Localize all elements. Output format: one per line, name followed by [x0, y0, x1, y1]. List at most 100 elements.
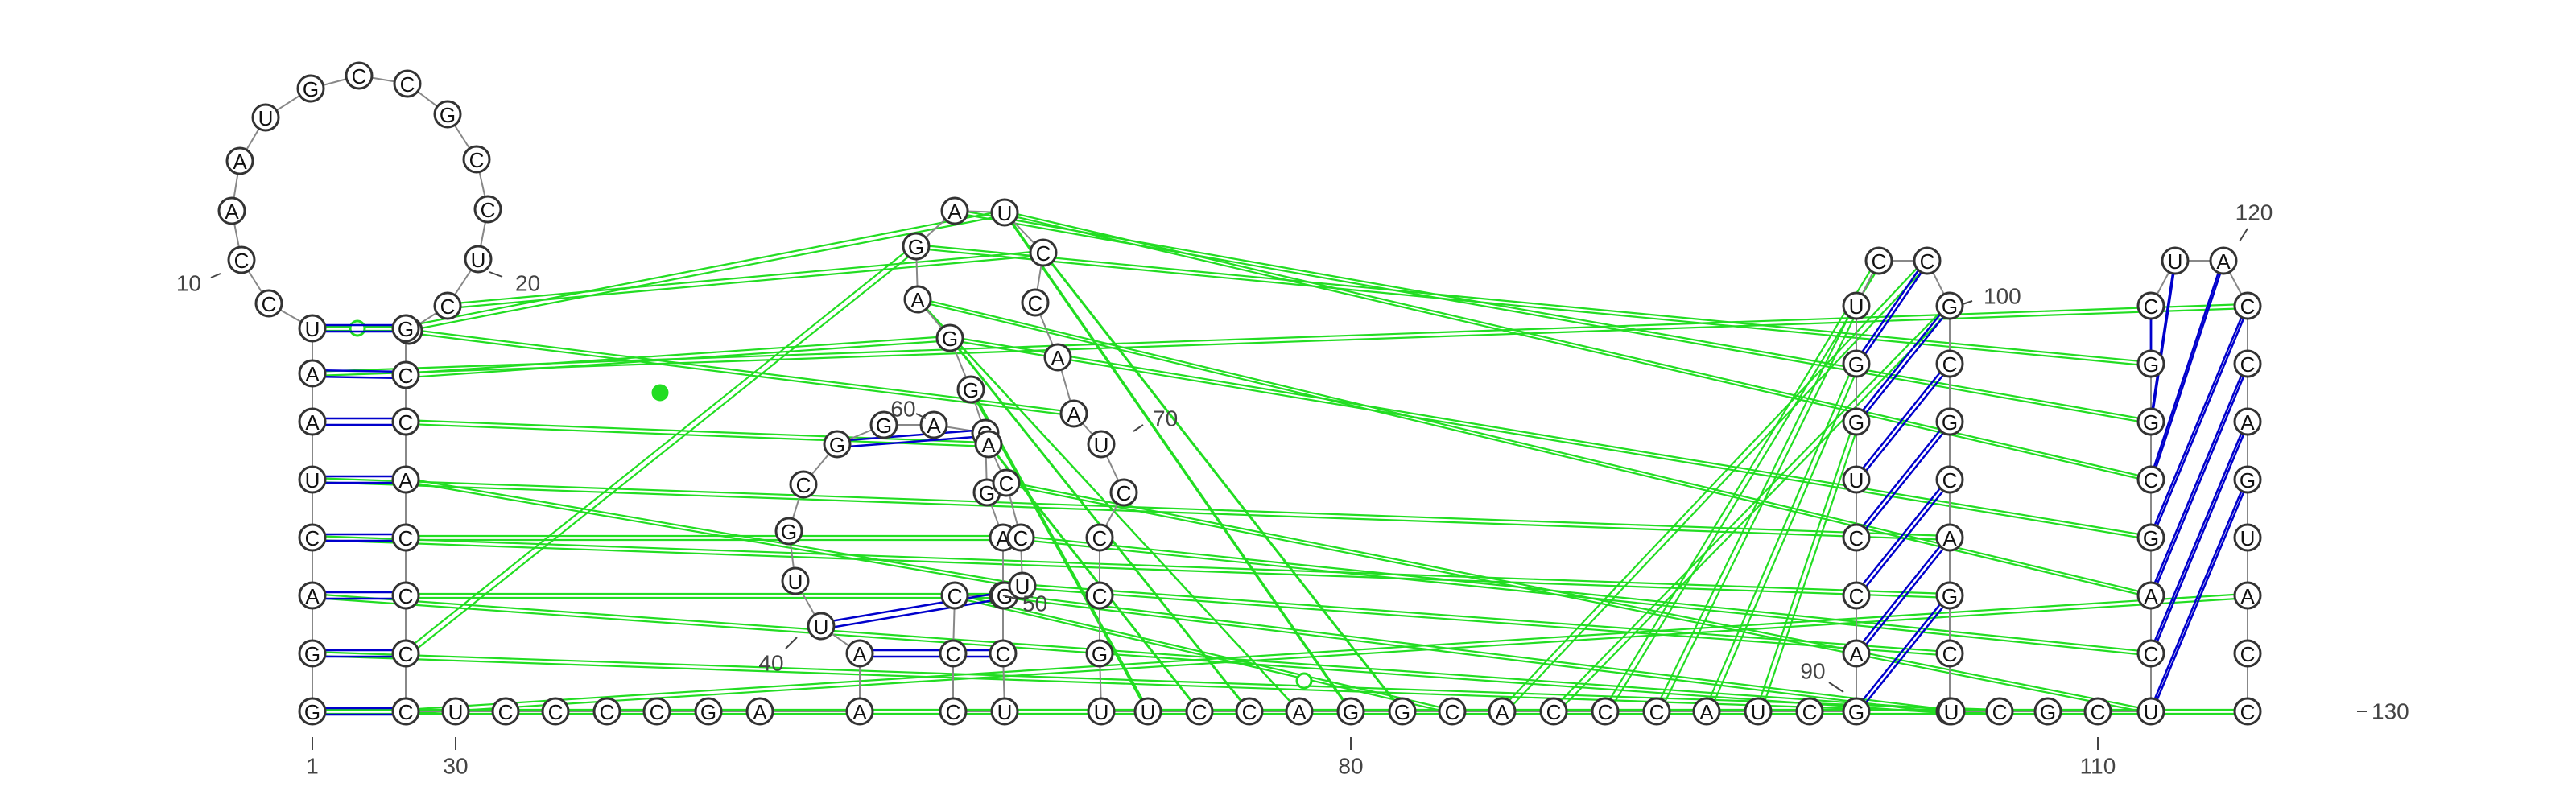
nucleotide-letter: U — [471, 248, 486, 272]
position-label: 100 — [1984, 284, 2021, 309]
pseudoknot-line — [449, 253, 1046, 310]
nucleotide-circle — [1642, 697, 1671, 726]
nucleotide-circle — [1185, 697, 1214, 726]
nucleotide-circle — [642, 697, 671, 726]
position-tick — [1002, 595, 1017, 599]
nucleotide: G — [823, 430, 852, 459]
nucleotide-letter: C — [262, 292, 277, 316]
pseudoknot-line — [952, 339, 2154, 542]
nucleotide: C — [391, 360, 420, 389]
nucleotide-letter: G — [304, 700, 320, 724]
pseudoknot-line — [1018, 534, 2150, 653]
base-pair-line — [1856, 540, 1951, 657]
nucleotide-letter: C — [498, 700, 514, 724]
nucleotide-circle — [2136, 697, 2165, 726]
base-pair-line — [1855, 263, 1929, 368]
nucleotide-circle — [774, 517, 803, 546]
nucleotide-letter: U — [2240, 526, 2256, 550]
nucleotide-circle — [592, 697, 621, 726]
nucleotide-letter: C — [1649, 700, 1665, 724]
nucleotide-letter: G — [2143, 352, 2159, 377]
pseudoknot-line — [1024, 587, 1953, 657]
nucleotide: G — [1336, 697, 1365, 726]
nucleotide-letter: A — [2144, 584, 2158, 608]
nucleotide-letter: G — [2240, 468, 2256, 492]
nucleotide-circle — [1935, 465, 1964, 494]
nucleotide-letter: U — [1094, 700, 1109, 724]
nucleotide: U — [2161, 246, 2190, 275]
nucleotide-circle — [989, 639, 1018, 668]
nucleotide-circle — [345, 61, 374, 90]
pseudoknot-line — [403, 418, 988, 444]
nucleotide: G — [1085, 639, 1114, 668]
nucleotide-circle — [807, 612, 836, 641]
nucleotide-letter: C — [999, 472, 1014, 496]
nucleotide: G — [1935, 407, 1964, 436]
nucleotide-letter: C — [2240, 642, 2256, 666]
nucleotide-circle — [974, 430, 1003, 459]
nucleotide-letter: U — [1849, 468, 1864, 492]
pseudoknot-line — [1555, 307, 1953, 715]
nucleotide-circle — [298, 639, 327, 668]
nucleotide: G — [2233, 465, 2262, 494]
nucleotide: C — [1539, 697, 1568, 726]
position-tick — [1828, 682, 1844, 693]
nucleotide-letter: C — [398, 526, 414, 550]
nucleotide-letter: A — [1699, 700, 1714, 724]
nucleotide-circle — [491, 697, 520, 726]
nucleotide-circle — [2136, 523, 2165, 552]
pseudoknot-line — [1500, 258, 1926, 711]
nucleotide: A — [745, 697, 774, 726]
nucleotide-circle — [391, 697, 420, 726]
nucleotide-circle — [1842, 465, 1871, 494]
base-pair-line — [1856, 424, 1951, 542]
nucleotide-letter: A — [305, 362, 320, 386]
nucleotide-letter: G — [303, 77, 319, 101]
pseudoknot-line — [914, 243, 2150, 364]
pseudoknot-line — [1603, 258, 1878, 711]
pseudoknot-line — [411, 332, 1077, 418]
nucleotide: U — [1133, 697, 1162, 726]
nucleotide: U — [990, 198, 1019, 227]
nucleotide: U — [441, 697, 470, 726]
nucleotide: G — [391, 314, 420, 343]
nucleotide-letter: A — [1495, 700, 1509, 724]
nucleotide-circle — [956, 375, 985, 404]
position-label: 40 — [758, 651, 783, 676]
nucleotide-letter: U — [258, 106, 274, 130]
position-tick — [2239, 228, 2248, 242]
base-pair-line — [2149, 257, 2225, 477]
nucleotide: U — [298, 314, 327, 343]
nucleotide-letter: C — [600, 700, 615, 724]
nucleotide-circle — [1744, 697, 1773, 726]
position-label: 90 — [1800, 659, 1825, 684]
nucleotide: C — [1842, 581, 1871, 610]
interaction-marker — [349, 319, 366, 337]
nucleotide-letter: C — [548, 700, 564, 724]
nucleotide-circle — [391, 581, 420, 610]
base-pair-line — [836, 428, 986, 443]
nucleotide-letter: A — [398, 468, 413, 492]
nucleotide-letter: U — [1015, 575, 1030, 599]
nucleotide-circle — [298, 523, 327, 552]
nucleotide-letter: A — [305, 410, 320, 435]
pseudoknot-line — [1004, 480, 2150, 711]
position-label: 130 — [2372, 699, 2409, 724]
nucleotide-circle — [1842, 581, 1871, 610]
interaction-marker — [651, 384, 669, 402]
nucleotide-letter: A — [1942, 526, 1957, 550]
nucleotide: C — [1795, 697, 1824, 726]
base-pair-line — [820, 591, 1004, 624]
nucleotide-letter: G — [304, 642, 320, 666]
nucleotide-letter: G — [908, 235, 924, 259]
nucleotide-circle — [1438, 697, 1467, 726]
base-pair-line — [1856, 360, 1951, 477]
nucleotide: C — [491, 697, 520, 726]
nucleotide-circle — [2233, 465, 2262, 494]
nucleotide: A — [940, 196, 969, 225]
nucleotide: C — [1438, 697, 1467, 726]
nucleotide-circle — [464, 245, 493, 274]
nucleotide-circle — [541, 697, 570, 726]
pseudoknot-line — [1002, 592, 1949, 711]
nucleotide-circle — [473, 195, 502, 224]
